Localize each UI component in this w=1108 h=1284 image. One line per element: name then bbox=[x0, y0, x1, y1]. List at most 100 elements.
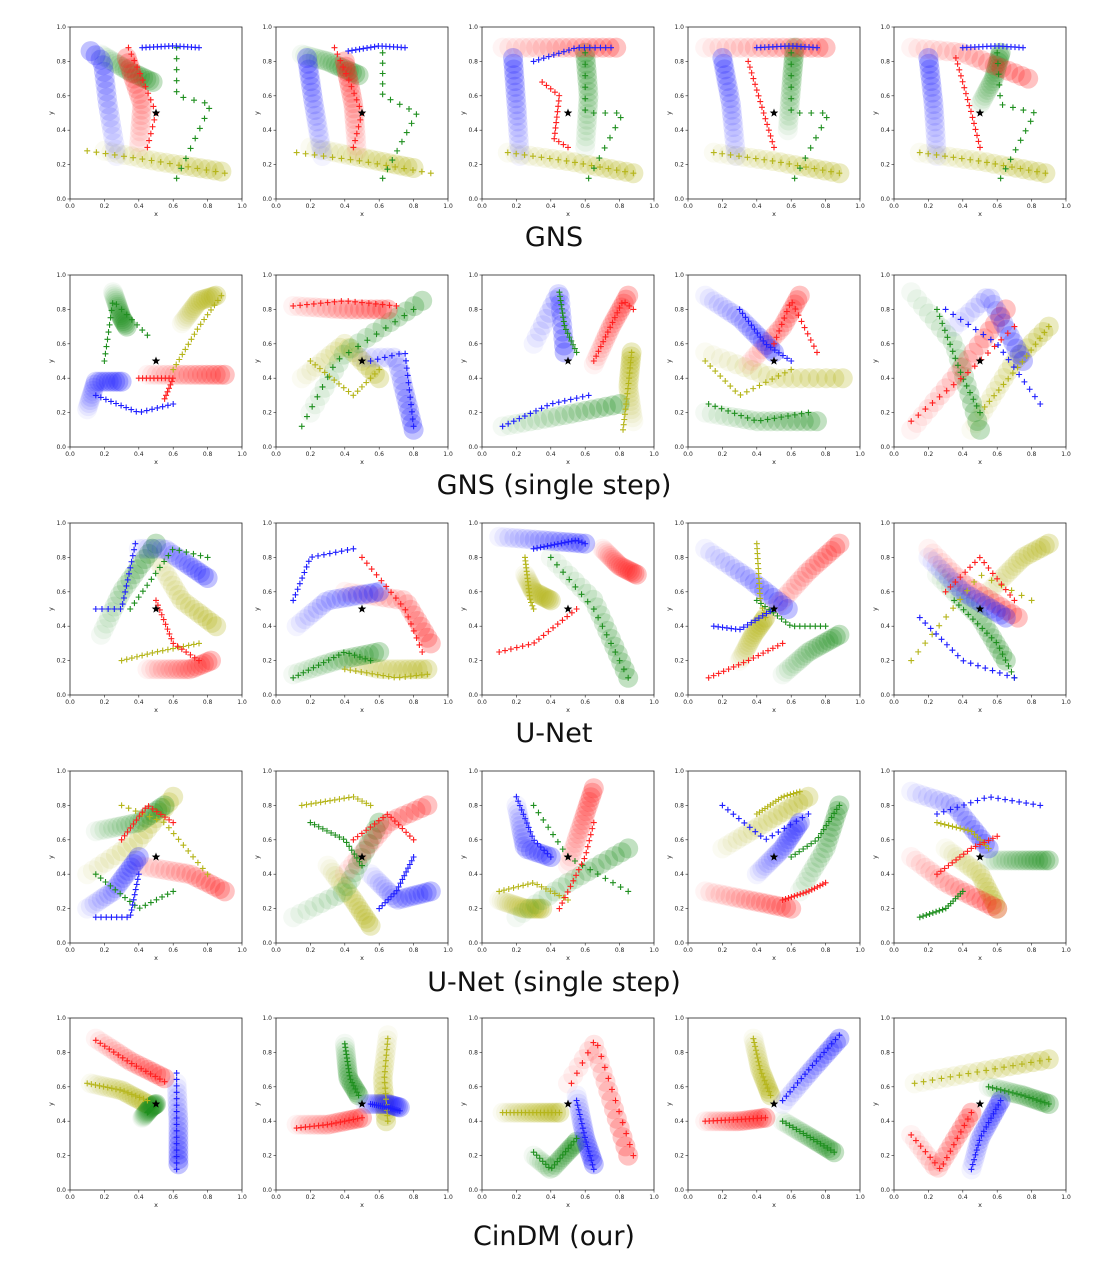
pred-blue-disk bbox=[113, 867, 134, 888]
pred-blue-disk bbox=[403, 419, 424, 440]
panel-r1-c3: 0.00.00.20.20.40.40.60.60.80.81.01.0xy bbox=[459, 24, 659, 218]
pred-yellow-disk bbox=[403, 158, 424, 178]
gt-blue-marker bbox=[971, 1156, 978, 1163]
pred-green-disk bbox=[104, 286, 125, 307]
x-tick-label: 0.2 bbox=[512, 1194, 522, 1201]
gt-green-marker bbox=[201, 99, 208, 106]
panel-frame bbox=[275, 770, 449, 944]
pred-green-disk bbox=[767, 411, 788, 432]
gt-red-marker bbox=[399, 825, 406, 832]
pred-blue-disk bbox=[716, 70, 737, 91]
gt-red-marker bbox=[573, 1070, 580, 1077]
pred-blue-disk bbox=[358, 583, 379, 604]
gt-yellow-marker bbox=[625, 380, 632, 387]
pred-red-disk bbox=[734, 1110, 755, 1131]
gt-green-marker bbox=[554, 838, 561, 845]
pred-blue-disk bbox=[717, 76, 738, 97]
gt-green-marker bbox=[392, 318, 399, 325]
gt-red-marker bbox=[762, 1114, 769, 1121]
gt-green-marker bbox=[545, 1164, 552, 1171]
y-tick-label: 0.6 bbox=[56, 93, 66, 100]
gt-green-marker bbox=[788, 854, 795, 860]
pred-blue-disk bbox=[85, 45, 106, 66]
pred-blue-disk bbox=[167, 1092, 188, 1113]
gt-blue-marker bbox=[407, 394, 414, 401]
gt-blue-marker bbox=[406, 861, 413, 868]
gt-yellow-marker bbox=[620, 426, 627, 433]
y-tick-label: 0.2 bbox=[262, 658, 272, 665]
pred-green-disk bbox=[1024, 850, 1045, 871]
pred-blue-disk bbox=[568, 1093, 589, 1114]
y-tick-label: 0.2 bbox=[674, 162, 684, 169]
pred-blue-disk bbox=[812, 1047, 833, 1068]
pred-red-disk bbox=[342, 87, 363, 108]
gt-blue-marker bbox=[802, 1071, 809, 1078]
gt-green-marker bbox=[335, 652, 342, 659]
pred-green-disk bbox=[577, 65, 597, 85]
y-tick-label: 0.6 bbox=[56, 589, 66, 596]
gt-yellow-marker bbox=[786, 160, 793, 167]
gt-yellow-marker bbox=[382, 1090, 389, 1097]
y-tick-label: 0.2 bbox=[56, 1153, 66, 1160]
gt-green-marker bbox=[118, 306, 125, 313]
pred-yellow-disk bbox=[360, 915, 381, 936]
gt-red-marker bbox=[333, 1119, 340, 1126]
gt-green-marker bbox=[970, 396, 977, 403]
pred-yellow-disk bbox=[211, 161, 232, 182]
gt-blue-marker bbox=[555, 399, 562, 406]
pred-yellow-disk bbox=[310, 353, 331, 373]
x-tick-label: 0.6 bbox=[168, 947, 178, 954]
pred-yellow-disk bbox=[148, 552, 169, 573]
y-tick-label: 1.0 bbox=[56, 24, 66, 31]
pred-blue-disk bbox=[365, 1094, 386, 1114]
gt-green-marker bbox=[804, 843, 811, 850]
gt-red-marker bbox=[416, 641, 423, 648]
pred-blue-disk bbox=[739, 569, 760, 590]
gt-yellow-marker bbox=[1032, 341, 1039, 348]
gt-yellow-marker bbox=[790, 790, 797, 797]
gt-blue-marker bbox=[173, 1114, 180, 1121]
pred-blue-disk bbox=[506, 99, 527, 120]
pred-red-disk bbox=[932, 553, 953, 573]
pred-red-disk bbox=[1011, 66, 1032, 86]
x-tick-label: 0.2 bbox=[924, 699, 934, 706]
pred-yellow-disk bbox=[193, 289, 214, 310]
pred-green-disk bbox=[600, 628, 621, 649]
gt-green-marker bbox=[191, 97, 198, 104]
pred-yellow-disk bbox=[198, 288, 219, 308]
pred-red-disk bbox=[968, 335, 989, 356]
gt-red-marker bbox=[977, 144, 983, 151]
gt-blue-marker bbox=[769, 832, 776, 839]
gt-yellow-marker bbox=[118, 802, 125, 809]
pred-yellow-disk bbox=[367, 150, 388, 171]
pred-blue-disk bbox=[714, 59, 735, 80]
pred-yellow-disk bbox=[206, 285, 227, 306]
pred-red-disk bbox=[725, 887, 746, 908]
gt-blue-marker bbox=[535, 56, 542, 63]
pred-blue-disk bbox=[983, 294, 1004, 315]
pred-blue-disk bbox=[503, 53, 524, 74]
x-axis-label: x bbox=[566, 458, 570, 466]
pred-yellow-disk bbox=[195, 288, 216, 309]
pred-blue-disk bbox=[182, 557, 203, 578]
pred-yellow-disk bbox=[176, 306, 197, 327]
gt-yellow-marker bbox=[363, 379, 370, 386]
pred-red-disk bbox=[176, 863, 197, 884]
pred-red-disk bbox=[1018, 68, 1039, 89]
pred-yellow-disk bbox=[966, 861, 987, 882]
gt-yellow-marker bbox=[383, 1096, 390, 1103]
pred-blue-disk bbox=[387, 1096, 408, 1117]
pred-yellow-disk bbox=[94, 852, 115, 873]
pred-blue-disk bbox=[404, 885, 425, 906]
x-tick-label: 1.0 bbox=[855, 699, 865, 706]
pred-red-disk bbox=[354, 584, 375, 605]
pred-red-disk bbox=[995, 299, 1016, 320]
pred-green-disk bbox=[780, 91, 801, 112]
pred-yellow-disk bbox=[750, 363, 771, 383]
pred-yellow-disk bbox=[391, 155, 412, 176]
gt-yellow-marker bbox=[369, 670, 376, 677]
pred-green-disk bbox=[135, 549, 155, 569]
gt-green-marker bbox=[965, 611, 972, 618]
pred-blue-disk bbox=[178, 555, 199, 576]
gt-green-marker bbox=[379, 80, 386, 87]
